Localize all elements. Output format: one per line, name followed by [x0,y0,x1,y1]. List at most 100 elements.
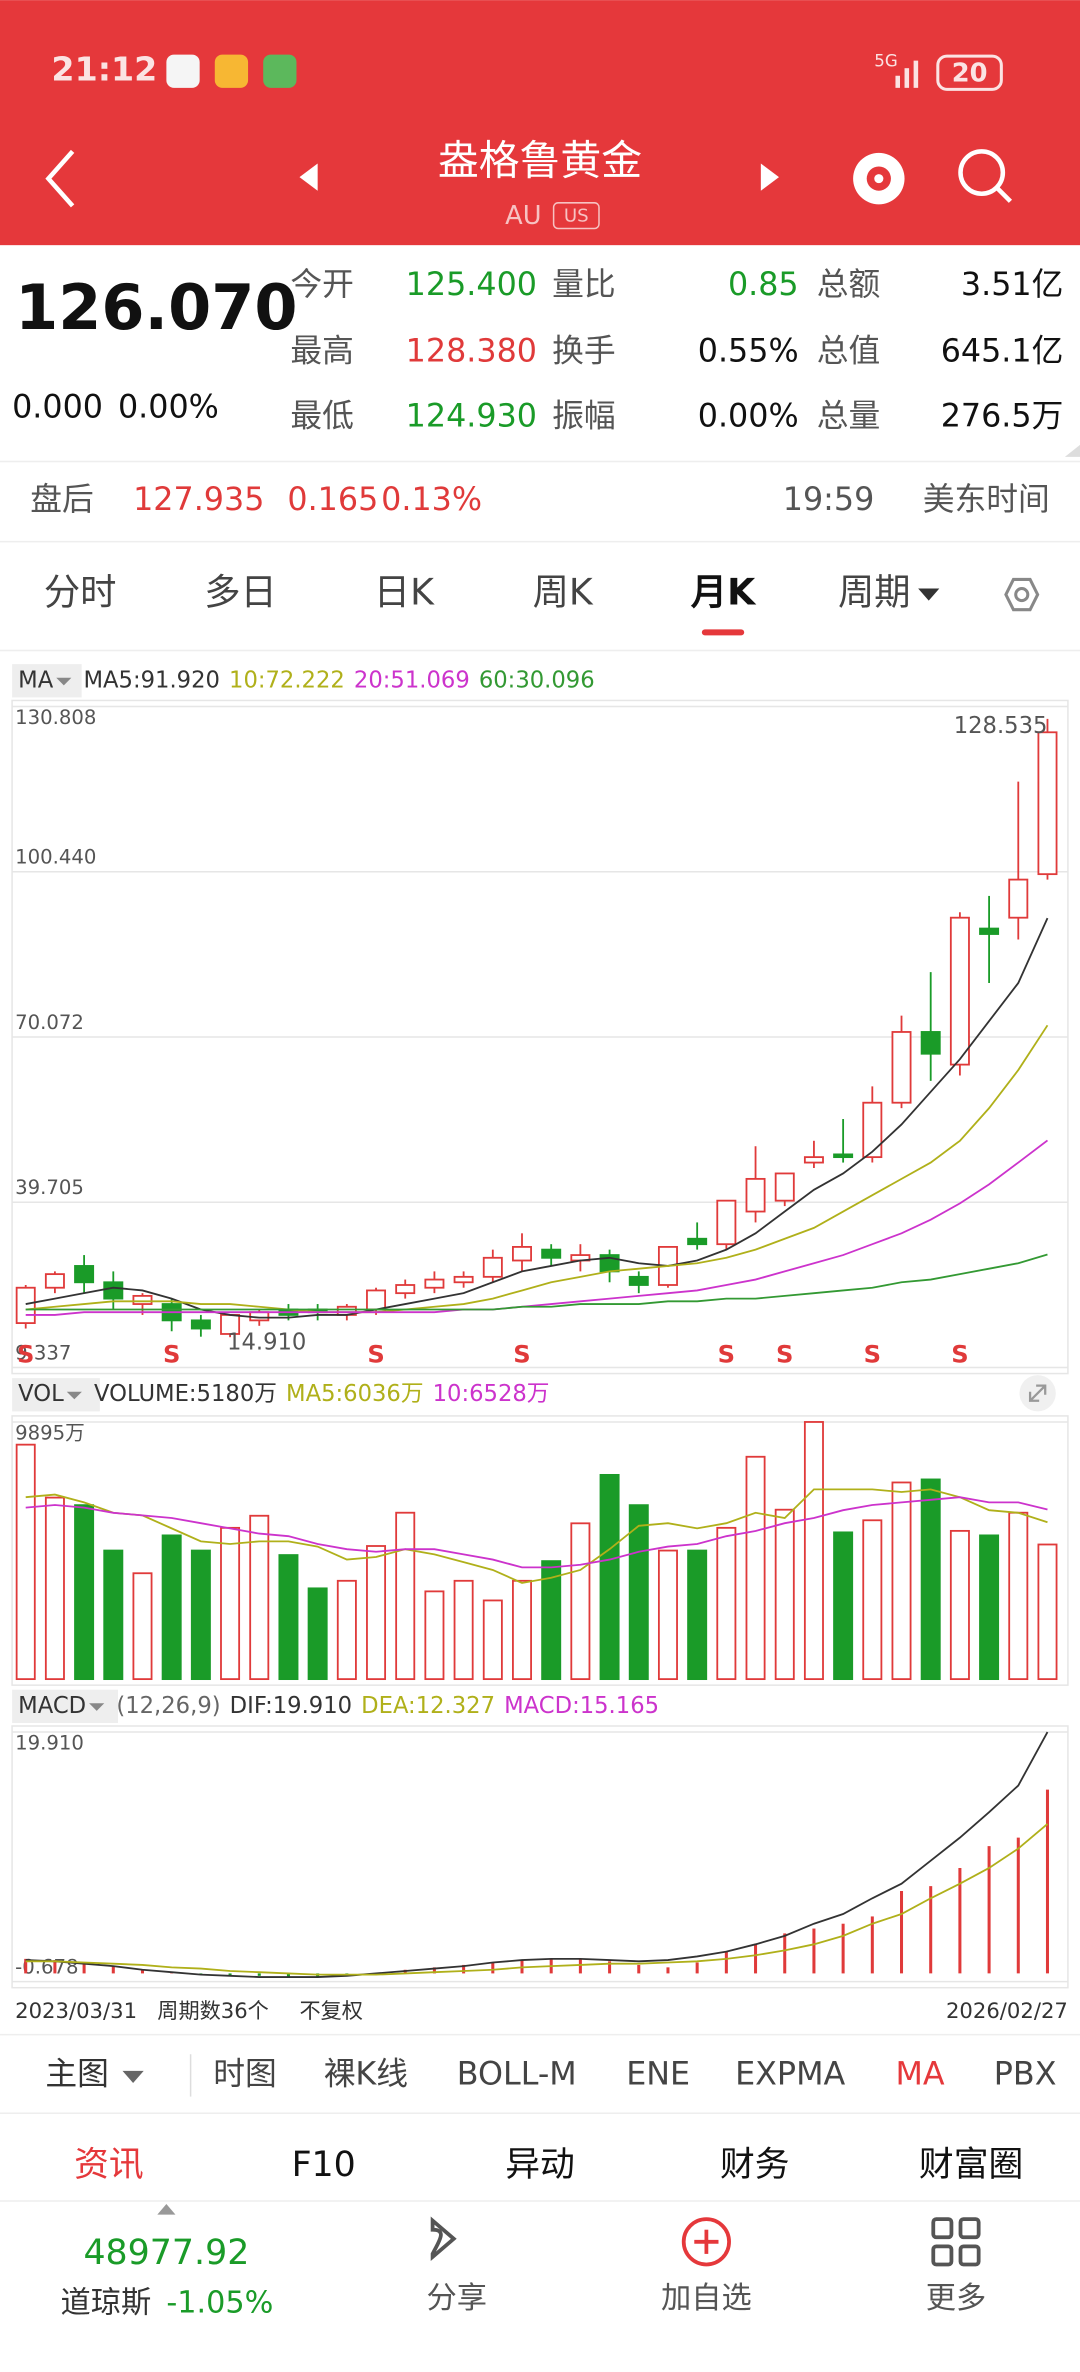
field-label: 最高 [290,334,354,370]
period-dropdown[interactable] [918,588,940,601]
volume-bar [249,1514,270,1681]
volume-bar [570,1522,591,1681]
volume-bar [920,1478,941,1681]
legend-entry: DEA:12.327 [361,1693,495,1719]
change-pct: 0.00% [118,390,219,426]
next-stock[interactable] [760,163,779,191]
volume-bar [132,1572,153,1681]
share-icon[interactable] [430,2216,457,2262]
candle-body [979,927,1000,935]
candle-body [774,1172,795,1202]
field-value: 3.51亿 [961,267,1063,303]
after-price: 127.935 [133,482,264,518]
period-tab[interactable]: 分时 [44,571,117,614]
y-tick-label: 9895万 [15,1422,85,1445]
field-label: 换手 [552,334,616,370]
indicator-tab[interactable]: PBX [994,2056,1057,2092]
section-tab[interactable]: 资讯 [74,2145,144,2185]
start-date: 2023/03/31 [15,1998,137,2023]
indicator-tab[interactable]: BOLL-M [457,2056,577,2092]
indicator-tab[interactable]: MA [895,2056,944,2092]
period-tab[interactable]: 周期 [838,571,911,614]
period-tab[interactable]: 月K [691,571,757,614]
indicator-tab[interactable]: ENE [626,2056,690,2092]
field-label: 振幅 [552,399,616,435]
mascot-button[interactable] [853,152,905,205]
main-chart-selector[interactable]: 主图 [45,2056,109,2092]
battery-level: 20 [952,59,988,89]
indicator-tab[interactable]: 裸K线 [324,2056,408,2092]
candle-body [132,1294,153,1305]
expand-button[interactable] [1019,1375,1056,1412]
settings-icon [1014,587,1030,603]
y-tick-label: 19.910 [15,1732,84,1755]
more-icon[interactable] [931,2217,981,2267]
volume-bar [979,1534,1000,1681]
after-change: 0.165 [287,482,378,518]
field-value: 124.930 [406,399,537,435]
nav-label[interactable]: 分享 [427,2281,488,2316]
candle-body [103,1281,124,1300]
candle-body [745,1177,766,1213]
legend-entry: MA5:6036万 [286,1381,424,1407]
indicator-tab[interactable]: 时图 [213,2056,277,2092]
candle-body [1037,731,1058,876]
after-zone: 美东时间 [923,482,1050,518]
nav-label[interactable]: 加自选 [661,2281,752,2316]
candle-body [453,1275,474,1284]
indicator-name: VOL [18,1381,64,1407]
prev-stock[interactable] [299,163,318,191]
search-button[interactable] [958,149,1013,203]
dropdown-arrow [89,1703,105,1711]
field-value: 645.1亿 [941,334,1064,370]
section-tab[interactable]: 异动 [505,2145,575,2185]
status-time: 21:12 [51,50,157,89]
index-name: 道琼斯 [61,2285,152,2320]
field-value: 125.400 [406,267,537,303]
index-value: 48977.92 [83,2233,249,2273]
chart-frame [11,1415,1069,1686]
section-tab[interactable]: 财富圈 [919,2145,1023,2185]
volume-bar [512,1579,532,1681]
back-button[interactable] [45,149,75,208]
params: (12,26,9) [116,1693,220,1719]
volume-bar [220,1526,241,1681]
field-label: 今开 [290,267,354,303]
volume-bar [482,1599,503,1681]
legend-entry: MA5:91.920 [83,667,219,693]
nav-label[interactable]: 更多 [926,2281,987,2316]
ticker: AU [505,201,541,231]
settings-button[interactable] [1004,577,1040,612]
candle-body [716,1199,737,1246]
section-tab[interactable]: F10 [292,2145,356,2185]
candle-body [862,1101,883,1159]
watchlist-icon[interactable] [681,2217,731,2267]
indicator-selector[interactable] [12,1378,100,1412]
field-value: 128.380 [406,334,537,370]
volume-bar [1037,1543,1058,1681]
section-tab[interactable]: 财务 [720,2145,790,2185]
volume-bar [949,1529,970,1681]
period-tab[interactable]: 周K [533,571,594,614]
signal: S [367,1340,384,1368]
candle-body [74,1265,95,1284]
volume-bar [307,1587,328,1681]
period-tab[interactable]: 日K [374,571,435,614]
candle-body [920,1031,941,1055]
market: US [564,205,589,226]
indicator-line [25,1496,1048,1569]
extreme-label: 14.910 [227,1330,306,1356]
candle-body [833,1153,854,1159]
indicator-tab[interactable]: EXPMA [735,2056,845,2092]
header-bg [0,0,1080,246]
indicator-selector[interactable] [12,664,82,698]
volume-bar [833,1531,854,1681]
legend-entry: VOLUME:5180万 [94,1381,277,1407]
volume-bar [628,1504,649,1681]
volume-bar [657,1549,678,1681]
extreme-label: 128.535 [954,713,1048,739]
legend-entry: 10:72.222 [229,667,345,693]
period-tab[interactable]: 多日 [204,571,277,614]
dropdown-arrow [122,2070,144,2083]
